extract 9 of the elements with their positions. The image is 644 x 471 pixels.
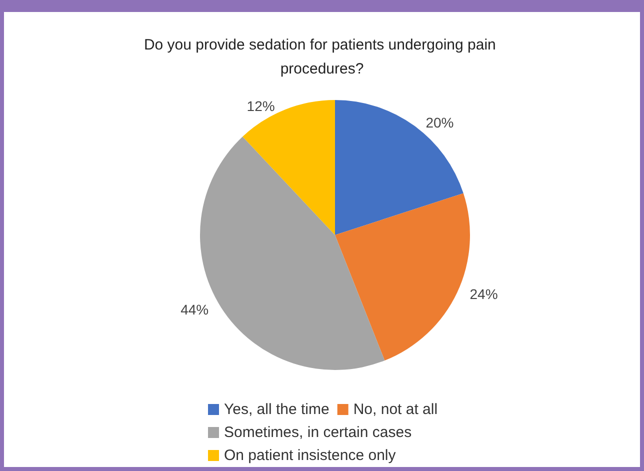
data-label: 44%	[180, 301, 209, 318]
data-label: 12%	[246, 98, 275, 114]
legend-label: On patient insistence only	[224, 447, 396, 464]
legend-label: No, not at all	[353, 401, 438, 418]
legend-label: Yes, all the time	[224, 401, 330, 418]
data-label: 20%	[426, 114, 454, 131]
chart-title: Do you provide sedation for patients undergoing pain procedures?	[144, 36, 500, 78]
legend-label: Sometimes, in certain cases	[224, 424, 412, 441]
data-label: 24%	[470, 286, 498, 302]
